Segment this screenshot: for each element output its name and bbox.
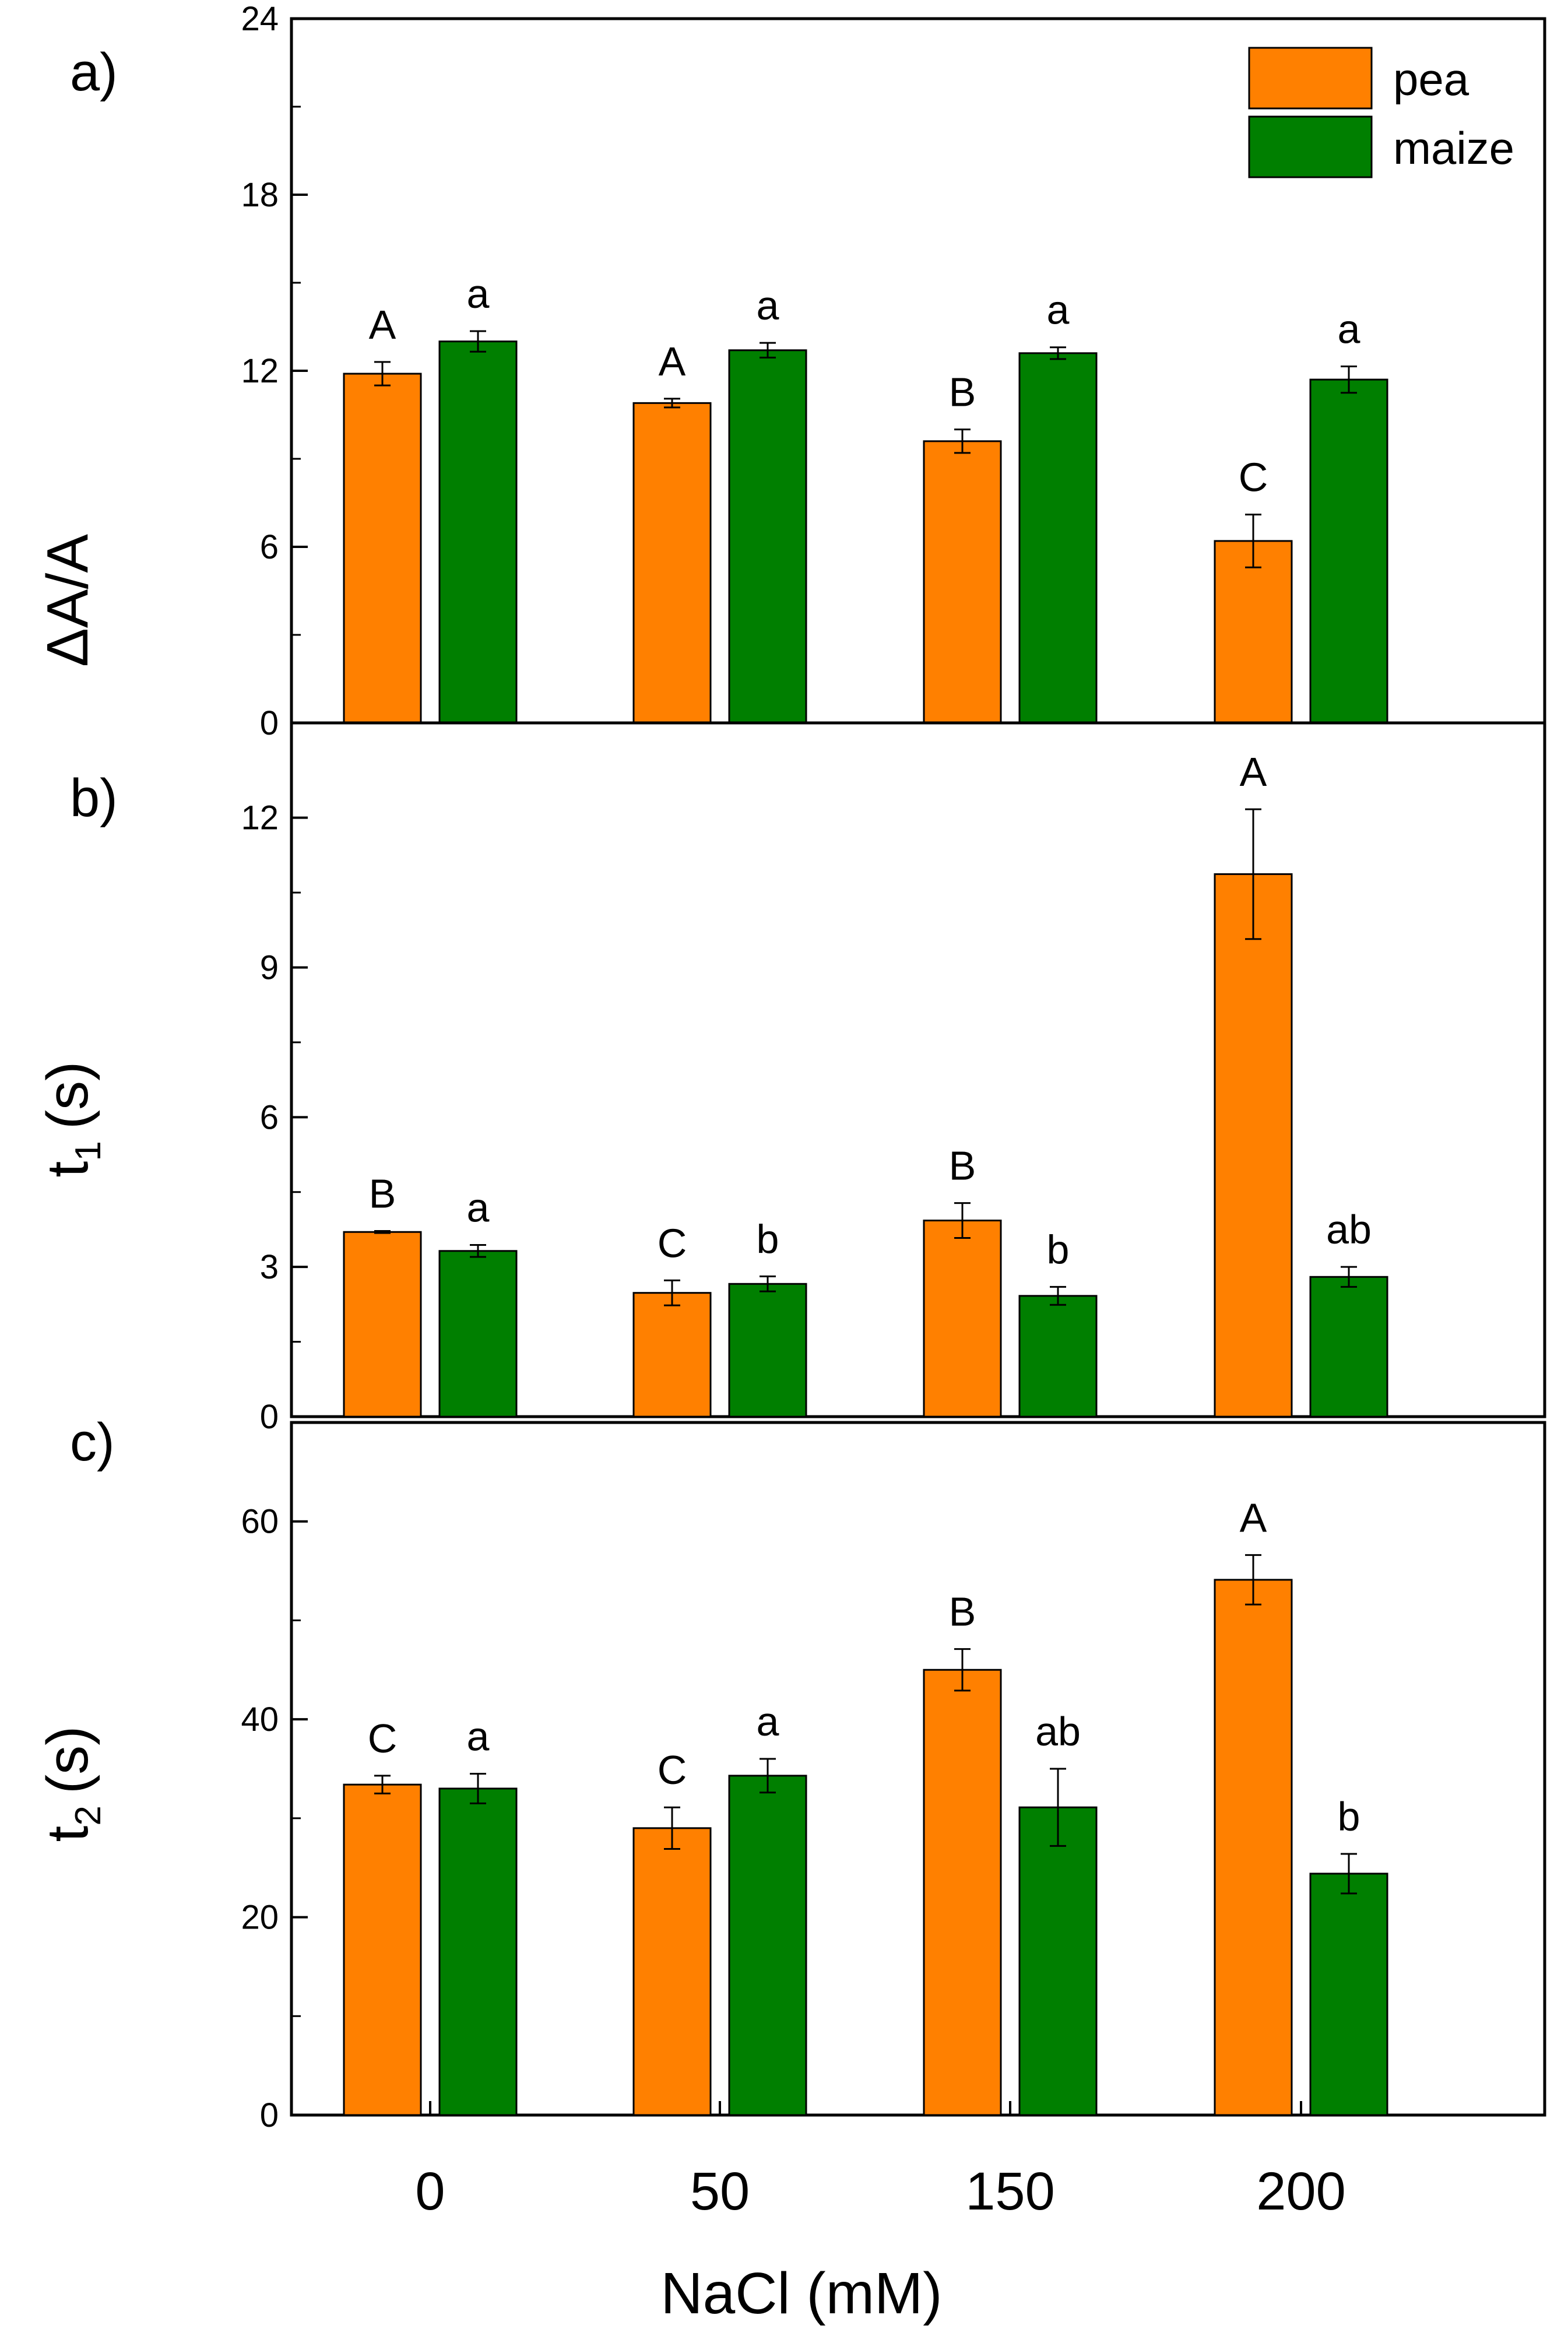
panel-c-ytick-label: 40 bbox=[241, 1701, 279, 1738]
sig-letter-maize-50-panel-c: a bbox=[757, 1699, 779, 1744]
bar-pea-50-panel-b bbox=[632, 1292, 712, 1418]
bar-pea-150-panel-a bbox=[923, 440, 1002, 724]
bar-maize-0-panel-b bbox=[438, 1250, 518, 1418]
panel-c-ylabel-unit: (s) bbox=[35, 1726, 100, 1794]
bar-maize-200-panel-b bbox=[1309, 1276, 1388, 1418]
panel-a-label: a) bbox=[70, 43, 118, 102]
x-category-labels: 0 50 150 200 bbox=[415, 2101, 1346, 2221]
sig-letter-pea-50-panel-c: C bbox=[658, 1747, 687, 1793]
panel-c-ylabel: t2 (s) bbox=[35, 1726, 108, 1842]
panel-b-frame bbox=[290, 721, 1546, 1418]
bar-maize-200-panel-c bbox=[1309, 1873, 1388, 2116]
bar-pea-0-panel-a bbox=[343, 373, 422, 724]
x-axis-title: NaCl (mM) bbox=[660, 2261, 942, 2326]
bar-maize-50-panel-b bbox=[728, 1283, 807, 1418]
sig-letter-maize-0-panel-b: a bbox=[467, 1185, 490, 1230]
bar-pea-150-panel-c bbox=[923, 1668, 1002, 2116]
panel-c-label: c) bbox=[70, 1413, 115, 1472]
bar-maize-50-panel-a bbox=[728, 349, 807, 724]
panel-b-ylabel-t: t bbox=[35, 1161, 100, 1177]
legend-label-pea: pea bbox=[1393, 54, 1469, 105]
bar-pea-200-panel-c bbox=[1214, 1579, 1293, 2116]
bar-pea-150-panel-b bbox=[923, 1220, 1002, 1418]
bar-pea-0-panel-b bbox=[343, 1231, 422, 1418]
panel-c-ytick-label: 20 bbox=[241, 1899, 279, 1937]
bar-maize-200-panel-a bbox=[1309, 378, 1388, 724]
panel-a: a) ΔA/A 0 6 12 18 24 A A B Ca a a a bbox=[35, 0, 1546, 742]
bar-pea-200-panel-a bbox=[1214, 540, 1293, 724]
bar-maize-50-panel-c bbox=[728, 1775, 807, 2116]
x-category-label-200: 200 bbox=[1256, 2162, 1346, 2221]
sig-letter-maize-150-panel-b: b bbox=[1047, 1227, 1070, 1272]
bar-maize-150-panel-a bbox=[1018, 352, 1098, 724]
panel-b-ylabel-unit: (s) bbox=[35, 1062, 100, 1130]
panel-b-ytick-label: 6 bbox=[260, 1098, 279, 1136]
panel-c-frame bbox=[290, 1421, 1546, 2117]
sig-letter-pea-0-panel-c: C bbox=[368, 1716, 398, 1761]
sig-letter-pea-0-panel-a: A bbox=[369, 302, 396, 347]
bar-pea-50-panel-c bbox=[632, 1827, 712, 2116]
sig-letter-maize-50-panel-b: b bbox=[757, 1216, 779, 1262]
sig-letter-maize-200-panel-c: b bbox=[1338, 1794, 1360, 1839]
panel-a-ytick-label: 12 bbox=[241, 352, 279, 390]
panel-c-ytick-label: 60 bbox=[241, 1503, 279, 1541]
panel-a-ylabel: ΔA/A bbox=[35, 534, 100, 667]
sig-letter-pea-150-panel-b: B bbox=[949, 1143, 976, 1189]
bar-maize-150-panel-c bbox=[1018, 1806, 1098, 2116]
panel-c-ylabel-sub: 2 bbox=[68, 1805, 108, 1825]
bar-pea-200-panel-b bbox=[1214, 873, 1293, 1418]
bar-pea-50-panel-a bbox=[632, 402, 712, 724]
panel-c-ylabel-group: t2 (s) bbox=[35, 1726, 108, 1842]
panel-c: c) t2 (s) 0 20 40 60 C C B Aa a ab b bbox=[35, 1413, 1546, 2134]
panel-a-ytick-label: 24 bbox=[241, 0, 279, 38]
sig-letter-maize-0-panel-a: a bbox=[467, 271, 490, 317]
sig-letter-pea-50-panel-a: A bbox=[659, 339, 686, 384]
sig-letter-pea-0-panel-b: B bbox=[369, 1171, 396, 1217]
sig-letter-pea-200-panel-b: A bbox=[1240, 749, 1267, 795]
sig-letter-pea-200-panel-c: A bbox=[1240, 1495, 1267, 1540]
panel-b-ylabel-group: t1 (s) bbox=[35, 1062, 108, 1178]
panel-a-plot: 0 6 12 18 24 A A B Ca a a a bbox=[241, 0, 1546, 742]
sig-letter-maize-0-panel-c: a bbox=[467, 1713, 490, 1759]
sig-letter-maize-50-panel-a: a bbox=[757, 283, 779, 328]
panel-c-plot: 0 20 40 60 C C B Aa a ab b bbox=[241, 1421, 1546, 2134]
panel-b-label: b) bbox=[70, 768, 118, 828]
bar-maize-150-panel-b bbox=[1018, 1295, 1098, 1418]
panel-b-ytick-label: 9 bbox=[260, 949, 279, 986]
x-category-label-50: 50 bbox=[690, 2162, 750, 2221]
panel-b-ytick-label: 0 bbox=[260, 1398, 279, 1436]
sig-letter-pea-200-panel-a: C bbox=[1239, 455, 1268, 500]
panel-b-ylabel-sub: 1 bbox=[68, 1141, 108, 1161]
legend-swatch-maize bbox=[1248, 115, 1373, 178]
sig-letter-maize-150-panel-c: ab bbox=[1035, 1709, 1081, 1754]
bar-maize-0-panel-a bbox=[438, 340, 518, 724]
sig-letter-pea-150-panel-c: B bbox=[949, 1589, 976, 1635]
panel-a-ytick-label: 6 bbox=[260, 528, 279, 566]
sig-letter-pea-50-panel-b: C bbox=[658, 1220, 687, 1266]
bar-maize-0-panel-c bbox=[438, 1787, 518, 2116]
panel-b-ytick-label: 3 bbox=[260, 1248, 279, 1286]
x-category-label-150: 150 bbox=[965, 2162, 1055, 2221]
sig-letter-maize-200-panel-a: a bbox=[1338, 306, 1360, 352]
panel-b-ylabel: t1 (s) bbox=[35, 1062, 108, 1178]
panel-b-ytick-label: 12 bbox=[241, 799, 279, 837]
sig-letter-maize-150-panel-a: a bbox=[1047, 287, 1070, 333]
panel-c-ylabel-t: t bbox=[35, 1825, 100, 1842]
legend-label-maize: maize bbox=[1393, 122, 1514, 174]
sig-letter-pea-150-panel-a: B bbox=[949, 370, 976, 415]
x-category-label-0: 0 bbox=[415, 2162, 445, 2221]
panel-a-ylabel-group: ΔA/A bbox=[35, 534, 100, 667]
panel-a-ytick-label: 0 bbox=[260, 704, 279, 742]
panel-c-ytick-label: 0 bbox=[260, 2096, 279, 2134]
legend: pea maize bbox=[1248, 47, 1514, 178]
legend-swatch-pea bbox=[1248, 47, 1373, 110]
panel-a-ytick-label: 18 bbox=[241, 176, 279, 214]
sig-letter-maize-200-panel-b: ab bbox=[1326, 1207, 1372, 1252]
bar-pea-0-panel-c bbox=[343, 1783, 422, 2116]
